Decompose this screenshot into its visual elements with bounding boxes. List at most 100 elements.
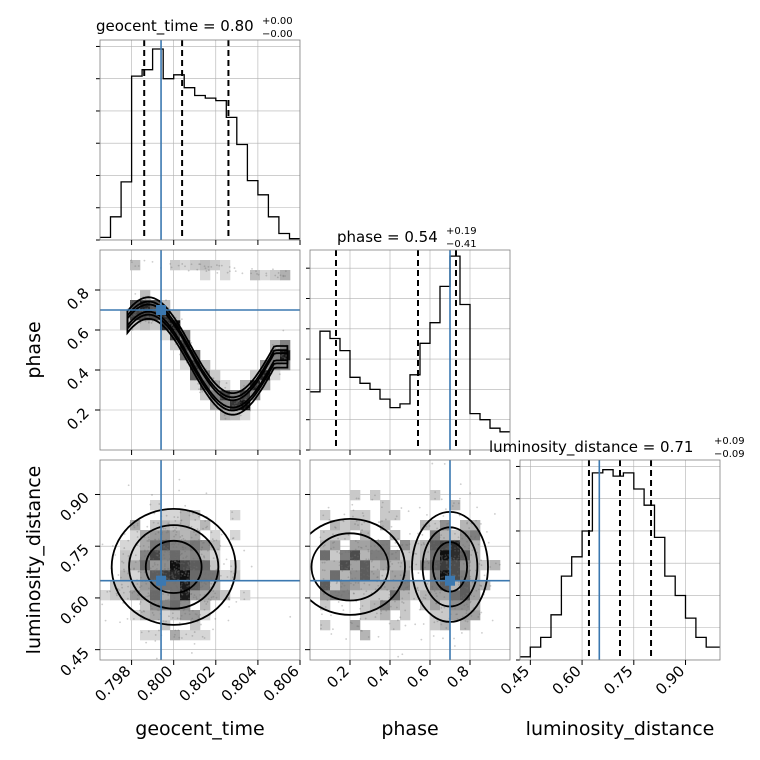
density-cell [460, 610, 471, 621]
sample-point [397, 537, 399, 540]
sample-point [415, 563, 418, 566]
density-cell [250, 370, 261, 381]
sample-point [151, 320, 154, 322]
sample-point [195, 598, 198, 600]
sample-point [120, 583, 123, 586]
sample-point [166, 529, 169, 532]
sample-point [172, 559, 174, 562]
sample-point [139, 601, 142, 603]
sample-point [440, 576, 443, 579]
sample-point [144, 555, 146, 557]
sample-point [367, 636, 370, 638]
sample-point [364, 560, 367, 562]
sample-point [136, 583, 139, 585]
density-cell [220, 410, 231, 421]
density-cell [390, 560, 401, 571]
sample-point [440, 606, 443, 609]
sample-point [389, 565, 391, 568]
density-cell [270, 340, 281, 351]
sample-point [147, 567, 150, 570]
sample-point [175, 561, 178, 563]
sample-point [355, 520, 358, 522]
density-cell [350, 540, 361, 551]
sample-point [406, 581, 409, 583]
sample-point [186, 582, 189, 585]
sample-point [171, 573, 174, 576]
sample-point [231, 537, 234, 540]
sample-point [209, 572, 212, 575]
density-cell [190, 560, 201, 571]
sample-point [421, 533, 424, 536]
sample-point [244, 398, 247, 401]
sample-point [229, 394, 232, 396]
sample-point [223, 563, 225, 565]
sample-point [180, 318, 183, 321]
sample-point [413, 552, 416, 555]
sample-point [466, 586, 469, 589]
sample-point [144, 307, 147, 310]
sample-point [215, 396, 218, 398]
sample-point [130, 261, 133, 264]
sample-point [437, 561, 440, 564]
sample-point [321, 584, 324, 587]
density-cell [180, 340, 191, 351]
sample-point [359, 546, 362, 549]
sample-point [455, 613, 457, 616]
sample-point [394, 600, 396, 603]
sample-point [332, 542, 334, 544]
sample-point [173, 567, 176, 570]
density-cell [370, 580, 381, 591]
sample-point [244, 398, 247, 401]
sample-point [456, 597, 459, 600]
sample-point [243, 598, 246, 601]
sample-point [395, 551, 397, 554]
sample-point [480, 559, 482, 562]
density-cell [150, 570, 161, 581]
density-cell [380, 600, 391, 611]
density-cell [370, 590, 381, 601]
density-cell [210, 390, 221, 401]
sample-point [218, 399, 221, 402]
sample-point [202, 559, 205, 562]
sample-point [177, 551, 180, 553]
sample-point [455, 559, 458, 562]
density-cell [130, 580, 141, 591]
title-geocent-time: geocent_time = 0.80 [96, 17, 254, 36]
sample-point [366, 569, 369, 571]
sample-point [174, 571, 177, 573]
sample-point [189, 564, 192, 567]
sample-point [470, 594, 472, 597]
density-cell [190, 540, 201, 551]
scatter-geocent-time-vs-phase-panel [100, 250, 300, 450]
sample-point [195, 596, 198, 599]
sample-point [115, 592, 118, 595]
sample-point [361, 512, 364, 515]
sample-point [181, 582, 183, 585]
sample-point [180, 338, 183, 341]
sample-point [336, 594, 339, 597]
sample-point [168, 553, 171, 556]
sample-point [386, 566, 389, 569]
sample-point [184, 571, 187, 574]
sample-point [356, 625, 359, 628]
sample-point [381, 574, 384, 577]
sample-point [177, 561, 180, 564]
density-cell [170, 570, 181, 581]
sample-point [183, 569, 186, 572]
sample-point [466, 522, 468, 525]
sample-point [381, 501, 384, 504]
sample-point [323, 561, 326, 564]
density-cell [470, 560, 481, 571]
sample-point [177, 570, 180, 573]
sample-point [386, 603, 389, 606]
sample-point [463, 545, 466, 548]
sample-point [176, 557, 179, 559]
sample-point [377, 540, 380, 543]
sample-point [176, 571, 179, 573]
sample-point [203, 378, 206, 381]
sample-point [237, 400, 240, 403]
density-cell [180, 560, 191, 571]
sample-point [212, 628, 214, 631]
sample-point [216, 264, 218, 267]
